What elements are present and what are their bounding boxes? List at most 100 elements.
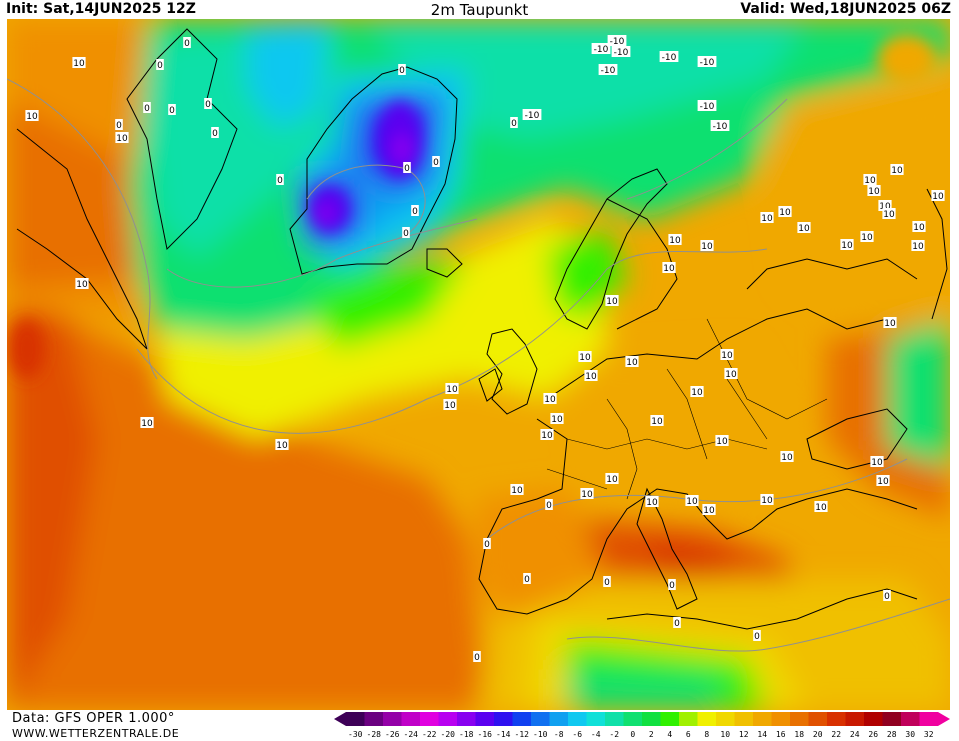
contour-label: 10 bbox=[724, 368, 738, 380]
svg-text:10: 10 bbox=[877, 477, 889, 487]
contour-label: 0 bbox=[183, 37, 191, 49]
svg-text:10: 10 bbox=[669, 236, 681, 246]
contour-label: 10 bbox=[578, 351, 592, 363]
svg-text:-10: -10 bbox=[614, 48, 629, 58]
legend-swatch bbox=[346, 712, 365, 726]
svg-text:-10: -10 bbox=[700, 58, 715, 68]
svg-text:10: 10 bbox=[663, 264, 675, 274]
svg-text:0: 0 bbox=[212, 129, 218, 139]
dewpoint-map: 10 10 10 10 10 10 10 10 10 10 10 10 10 10 10 10 10 10 10 10… bbox=[7, 19, 950, 710]
svg-text:10: 10 bbox=[781, 453, 793, 463]
svg-text:0: 0 bbox=[412, 207, 418, 217]
svg-text:10: 10 bbox=[606, 297, 618, 307]
contour-label: 10 bbox=[605, 295, 619, 307]
svg-text:0: 0 bbox=[403, 229, 409, 239]
svg-text:10: 10 bbox=[868, 187, 880, 197]
contour-label: 10 bbox=[814, 501, 828, 513]
svg-text:10: 10 bbox=[76, 280, 88, 290]
legend-swatch bbox=[383, 712, 402, 726]
contour-label: 10 bbox=[540, 429, 554, 441]
svg-text:0: 0 bbox=[474, 653, 480, 663]
color-scale-legend bbox=[334, 712, 950, 726]
legend-swatch bbox=[438, 712, 457, 726]
contour-label: 10 bbox=[890, 164, 904, 176]
contour-label: 10 bbox=[878, 200, 892, 212]
contour-label: 0 bbox=[883, 590, 891, 602]
dewpoint-field-detail bbox=[9, 34, 937, 379]
legend-label: -24 bbox=[403, 730, 418, 739]
svg-text:0: 0 bbox=[144, 104, 150, 114]
contour-label: 10 bbox=[700, 240, 714, 252]
legend-label: -16 bbox=[477, 730, 492, 739]
contour-label: 10 bbox=[690, 386, 704, 398]
contour-label: -10 bbox=[710, 120, 730, 132]
svg-text:10: 10 bbox=[761, 496, 773, 506]
contour-label: 10 bbox=[72, 57, 86, 69]
svg-text:10: 10 bbox=[879, 202, 891, 212]
svg-text:0: 0 bbox=[669, 581, 675, 591]
contour-label: 10 bbox=[625, 356, 639, 368]
legend-label: -20 bbox=[440, 730, 455, 739]
contour-label: 10 bbox=[510, 484, 524, 496]
legend-label: 24 bbox=[849, 730, 860, 739]
contour-label: 0 bbox=[276, 174, 284, 186]
legend-swatch bbox=[845, 712, 864, 726]
contour-label: 10 bbox=[605, 473, 619, 485]
contour-label: 0 bbox=[545, 499, 553, 511]
contour-label: -10 bbox=[591, 43, 611, 55]
svg-text:10: 10 bbox=[703, 506, 715, 516]
contour-label: 10 bbox=[662, 262, 676, 274]
contour-label: 0 bbox=[753, 630, 761, 642]
svg-text:10: 10 bbox=[913, 223, 925, 233]
contour-label: 10 bbox=[760, 212, 774, 224]
contour-label: 0 bbox=[411, 205, 419, 217]
svg-text:10: 10 bbox=[511, 486, 523, 496]
contour-label: 0 bbox=[473, 651, 481, 663]
contour-label: 10 bbox=[876, 475, 890, 487]
legend-label: -26 bbox=[385, 730, 400, 739]
contour-label: 10 bbox=[797, 222, 811, 234]
svg-text:0: 0 bbox=[884, 592, 890, 602]
contour-label: 10 bbox=[115, 132, 129, 144]
contour-label: 0 bbox=[204, 98, 212, 110]
map-title: 2m Taupunkt bbox=[430, 1, 529, 19]
legend-swatch bbox=[586, 712, 605, 726]
svg-text:10: 10 bbox=[585, 372, 597, 382]
svg-text:-10: -10 bbox=[525, 111, 540, 121]
svg-text:0: 0 bbox=[184, 39, 190, 49]
svg-text:10: 10 bbox=[891, 166, 903, 176]
legend-label: 4 bbox=[667, 730, 673, 739]
svg-text:10: 10 bbox=[141, 419, 153, 429]
contour-label: 0 bbox=[211, 127, 219, 139]
legend-label: 0 bbox=[630, 730, 636, 739]
legend-label: 16 bbox=[775, 730, 786, 739]
contour-label: -10 bbox=[598, 64, 618, 76]
contour-label: -10 bbox=[697, 100, 717, 112]
legend-label: 8 bbox=[704, 730, 710, 739]
legend-label: -8 bbox=[553, 730, 564, 739]
svg-text:10: 10 bbox=[651, 417, 663, 427]
contour-label: 10 bbox=[870, 456, 884, 468]
contour-label: 10 bbox=[668, 234, 682, 246]
legend-swatch bbox=[605, 712, 624, 726]
contour-labels: 10 10 10 10 10 10 10 10 10 10 10 10 10 10 10 10 10 10 10 10… bbox=[25, 35, 945, 663]
svg-text:10: 10 bbox=[871, 458, 883, 468]
legend-label: 18 bbox=[794, 730, 805, 739]
contour-label: -10 bbox=[697, 56, 717, 68]
contour-label: 10 bbox=[860, 231, 874, 243]
svg-text:0: 0 bbox=[205, 100, 211, 110]
svg-text:10: 10 bbox=[551, 415, 563, 425]
svg-text:-10: -10 bbox=[700, 102, 715, 112]
legend-label: 6 bbox=[685, 730, 691, 739]
contour-label: 10 bbox=[715, 435, 729, 447]
contour-label: -10 bbox=[611, 46, 631, 58]
contour-label: 10 bbox=[584, 370, 598, 382]
legend-arrow-left bbox=[334, 712, 346, 726]
svg-text:10: 10 bbox=[761, 214, 773, 224]
svg-text:10: 10 bbox=[716, 437, 728, 447]
legend-swatch bbox=[642, 712, 661, 726]
legend-swatch bbox=[901, 712, 920, 726]
svg-text:0: 0 bbox=[169, 106, 175, 116]
legend-swatch bbox=[512, 712, 531, 726]
svg-text:10: 10 bbox=[116, 134, 128, 144]
